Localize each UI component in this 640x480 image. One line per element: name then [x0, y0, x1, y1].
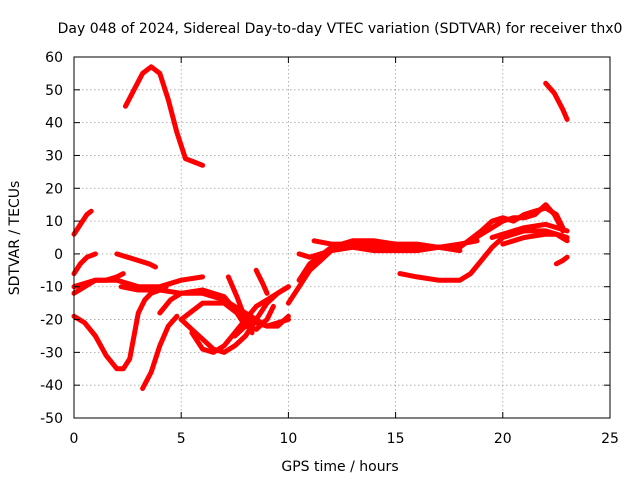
series-arc-5 — [114, 251, 158, 270]
series-arc-24 — [468, 202, 566, 244]
chart-title: Day 048 of 2024, Sidereal Day-to-day VTE… — [58, 21, 623, 37]
series-arc-8 — [71, 274, 206, 290]
series-arc-27 — [553, 254, 570, 267]
x-tick-label: 5 — [177, 431, 186, 447]
y-tick-label: -30 — [40, 345, 63, 361]
x-axis-label: GPS time / hours — [281, 459, 398, 475]
series-arc-25 — [489, 221, 570, 240]
x-tick-label: 15 — [387, 431, 405, 447]
data-series — [71, 64, 570, 391]
axis-ticks — [73, 56, 611, 419]
plot-frame — [73, 56, 611, 419]
series-arc-16 — [225, 274, 255, 336]
series-arc-22 — [397, 228, 570, 283]
series-arc-1 — [123, 64, 206, 168]
x-tick-label: 20 — [494, 431, 512, 447]
series-arc-10 — [140, 313, 180, 391]
y-tick-label: -20 — [40, 313, 63, 329]
y-tick-label: 20 — [45, 181, 63, 197]
y-tick-label: 30 — [45, 148, 63, 164]
series-arc-15 — [232, 313, 291, 339]
series-arc-26 — [500, 231, 570, 247]
series-arc-14 — [178, 284, 291, 355]
y-tick-label: -50 — [40, 411, 63, 427]
series-arc-17 — [253, 267, 270, 296]
x-tick-labels: 0 5 10 15 20 25 — [70, 431, 619, 447]
y-tick-label: 0 — [54, 247, 63, 263]
series-arc-4 — [71, 251, 98, 277]
x-tick-label: 10 — [279, 431, 297, 447]
series-arc-3 — [71, 208, 94, 237]
y-tick-label: 60 — [45, 50, 63, 66]
x-tick-label: 0 — [70, 431, 79, 447]
y-axis-label: SDTVAR / TECUs — [7, 181, 23, 296]
y-tick-label: -10 — [40, 280, 63, 296]
y-tick-label: 50 — [45, 83, 63, 99]
y-tick-label: 10 — [45, 214, 63, 230]
y-tick-label: 40 — [45, 116, 63, 132]
x-tick-label: 25 — [601, 431, 619, 447]
y-tick-label: -40 — [40, 378, 63, 394]
series-arc-2 — [543, 80, 570, 122]
y-tick-labels: -50 -40 -30 -20 -10 0 10 20 30 40 50 60 — [40, 50, 63, 427]
series-arc-7 — [71, 284, 169, 372]
series-arc-21 — [311, 238, 463, 250]
